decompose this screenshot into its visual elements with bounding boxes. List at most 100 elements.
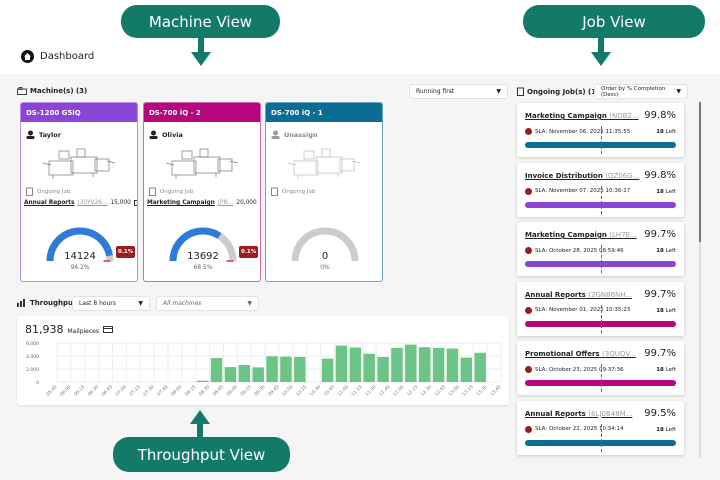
sla-marker [601, 423, 602, 452]
arrow-down-icon [191, 38, 211, 66]
job-code: (QZ06G... [605, 171, 640, 180]
job-sort-select[interactable]: Order by % Completion (Desc) ▼ [594, 84, 688, 99]
job-title[interactable]: Promotional Offers (3QUQV... [525, 350, 636, 358]
produced-count: 14124 [64, 251, 96, 262]
bar [432, 347, 445, 382]
x-tick-label: 13:45 [489, 384, 503, 398]
x-tick-label: 12:00 [392, 384, 406, 398]
arrow-down-icon [591, 38, 611, 66]
home-icon[interactable] [21, 50, 34, 63]
job-progress-bar [525, 142, 676, 148]
jobs-left-label: Left [665, 307, 676, 314]
job-code: (2GN86NH... [588, 290, 633, 299]
job-percent: 99.8% [644, 110, 676, 121]
job-progress-bar [525, 320, 676, 327]
x-tick-label: 13:15 [461, 384, 475, 398]
x-tick-label: 07:45 [156, 384, 170, 398]
job-title[interactable]: Marketing Campaign (NDB2... [525, 112, 639, 120]
job-title[interactable]: Annual Reports (2GN86NH... [525, 290, 633, 299]
operator-icon [271, 130, 280, 139]
arrow-up-icon [190, 410, 210, 438]
sla-marker [601, 304, 602, 333]
machines-section-label: Machine(s) (3) [17, 87, 87, 95]
throughput-section-label: Throughput [17, 299, 76, 307]
machine-illustration [288, 148, 360, 179]
x-tick-label: 07:15 [128, 384, 142, 398]
job-code: (NDB2... [609, 112, 639, 120]
job-percent: 99.7% [644, 229, 676, 240]
bar [321, 358, 334, 382]
job-percent: 99.8% [644, 169, 676, 181]
operator-name: Unassign [284, 130, 318, 139]
machine-name: DS-1200 G5iQ [21, 103, 137, 122]
sla-date: SLA: October 28, 2025 08:59:46 [535, 247, 624, 254]
sla-date: SLA: October 22, 2025 10:34:14 [535, 426, 624, 432]
x-tick-label: 11:15 [350, 384, 364, 398]
job-title[interactable]: Annual Reports (6LJ0B48M... [525, 409, 633, 418]
bar [335, 345, 348, 382]
clipboard-icon [271, 187, 278, 196]
machine-card[interactable]: DS-700 iQ - 1 Unassign Ongoing Job 0 0% [265, 102, 383, 282]
job-card[interactable]: Promotional Offers (3QUQV... 99.7% SLA: … [517, 341, 684, 395]
x-tick-label: 10:00 [281, 384, 295, 398]
clipboard-icon [26, 187, 33, 196]
throughput-bar-chart: 0 2,000 4,000 6,000 05:45 06:00 06:15 06:30 06:4… [26, 341, 503, 398]
time-range-select[interactable]: Last 8 hours ▼ [72, 296, 150, 311]
machine-card[interactable]: DS-700 iQ - 2 Olivia Ongoing Job Marketi… [143, 102, 261, 282]
machine-card[interactable]: DS-1200 G5iQ Taylor Ongoing Job Annual R… [20, 102, 138, 282]
mail-icon [102, 326, 113, 333]
x-tick-label: 08:30 [198, 384, 212, 398]
bar [363, 353, 375, 382]
completion-percent: 68.5% [193, 264, 213, 271]
sla-clock-icon [525, 128, 532, 135]
page-header: Dashboard [21, 50, 94, 63]
job-card[interactable]: Invoice Distribution (QZ06G... 99.8% SLA… [517, 162, 684, 217]
operator-icon [26, 130, 35, 139]
x-tick-label: 08:15 [184, 384, 198, 398]
job-code: (6LJ0B48M... [588, 409, 633, 418]
x-tick-label: 13:30 [475, 384, 489, 398]
jobs-left-count: 18 [656, 129, 664, 135]
x-tick-label: 09:00 [225, 384, 239, 398]
job-card[interactable]: Annual Reports (2GN86NH... 99.7% SLA: No… [517, 281, 684, 336]
job-percent: 99.5% [644, 407, 676, 419]
x-tick-label: 06:45 [101, 384, 115, 398]
bar [294, 356, 306, 382]
machine-name: DS-700 iQ - 2 [144, 103, 260, 122]
x-tick-label: 06:15 [73, 384, 87, 398]
machine-filter-select[interactable]: All machines ▼ [156, 296, 259, 311]
machine-name: DS-700 iQ - 1 [266, 103, 382, 122]
bar [280, 356, 292, 382]
x-tick-label: 11:30 [364, 384, 378, 398]
job-title[interactable]: Invoice Distribution (QZ06G... [525, 171, 640, 180]
jobs-left-count: 18 [656, 426, 664, 433]
job-code: (30YV26... [77, 200, 108, 206]
bar [446, 348, 459, 382]
job-link[interactable]: Annual Reports [24, 200, 75, 206]
waste-badge: 0.1% [239, 246, 259, 258]
job-title[interactable]: Marketing Campaign (LH7E... [525, 231, 637, 239]
sla-clock-icon [525, 425, 532, 433]
job-percent: 99.7% [644, 288, 676, 300]
sla-clock-icon [525, 306, 532, 314]
jobs-section-label: Ongoing Job(s) (13) [517, 87, 604, 96]
job-card[interactable]: Marketing Campaign (NDB2... 99.8% SLA: N… [517, 103, 684, 157]
completion-percent: 94.2% [70, 264, 90, 271]
job-card[interactable]: Annual Reports (6LJ0B48M... 99.5% SLA: O… [517, 400, 684, 455]
jobs-left-label: Left [665, 426, 676, 433]
jobs-scrollbar[interactable] [699, 102, 701, 458]
machine-sort-select[interactable]: Running first ▼ [409, 84, 508, 99]
job-progress-bar [525, 439, 676, 446]
jobs-left-count: 18 [656, 248, 664, 254]
job-card[interactable]: Marketing Campaign (LH7E... 99.7% SLA: O… [517, 222, 684, 276]
bar [266, 356, 278, 382]
job-link[interactable]: Marketing Campaign [147, 200, 215, 206]
machine-view-callout: Machine View [121, 5, 280, 38]
clipboard-icon [149, 187, 156, 196]
jobs-left-count: 18 [656, 307, 664, 314]
x-tick-label: 10:45 [323, 384, 337, 398]
jobs-left-label: Left [665, 188, 676, 195]
x-tick-label: 09:30 [253, 384, 267, 398]
operator-icon [149, 130, 158, 139]
ongoing-job-label: Ongoing Job [282, 188, 316, 195]
